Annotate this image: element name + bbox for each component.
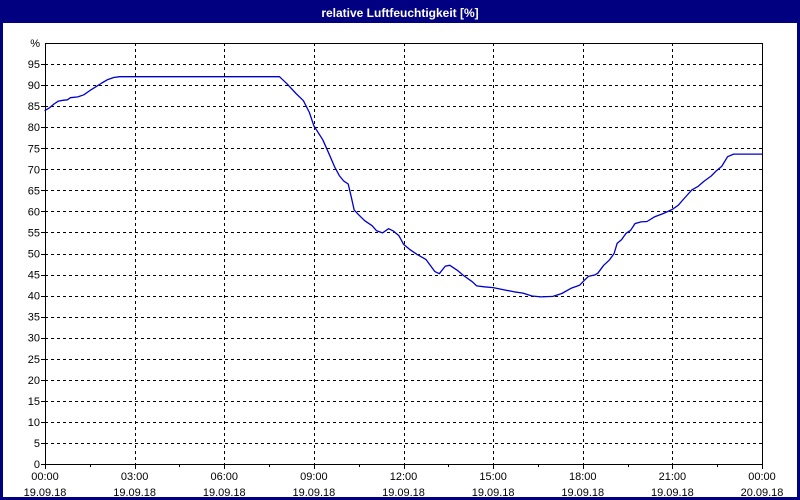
svg-text:19.09.18: 19.09.18 bbox=[651, 487, 694, 499]
svg-text:55: 55 bbox=[28, 227, 40, 239]
svg-text:19.09.18: 19.09.18 bbox=[24, 487, 67, 499]
svg-text:75: 75 bbox=[28, 143, 40, 155]
humidity-series-line bbox=[44, 76, 763, 298]
svg-text:00:00: 00:00 bbox=[748, 471, 776, 483]
svg-text:%: % bbox=[30, 38, 40, 50]
svg-text:18:00: 18:00 bbox=[569, 471, 597, 483]
svg-text:45: 45 bbox=[28, 270, 40, 282]
svg-text:15:00: 15:00 bbox=[479, 471, 507, 483]
svg-text:19.09.18: 19.09.18 bbox=[113, 487, 156, 499]
svg-text:20: 20 bbox=[28, 375, 40, 387]
svg-text:09:00: 09:00 bbox=[300, 471, 328, 483]
humidity-line-chart: 0 5 10 15 20 25 30 35 40 45 50 55 60 65 70 75 80 85 90 95% 0… bbox=[24, 38, 784, 499]
svg-text:19.09.18: 19.09.18 bbox=[203, 487, 246, 499]
svg-text:35: 35 bbox=[28, 312, 40, 324]
svg-text:95: 95 bbox=[28, 59, 40, 71]
svg-text:50: 50 bbox=[28, 249, 40, 261]
svg-text:85: 85 bbox=[28, 101, 40, 113]
svg-text:00:00: 00:00 bbox=[31, 471, 59, 483]
svg-text:30: 30 bbox=[28, 333, 40, 345]
svg-text:19.09.18: 19.09.18 bbox=[561, 487, 604, 499]
svg-text:21:00: 21:00 bbox=[659, 471, 687, 483]
svg-text:80: 80 bbox=[28, 122, 40, 134]
svg-text:12:00: 12:00 bbox=[390, 471, 418, 483]
svg-text:19.09.18: 19.09.18 bbox=[472, 487, 515, 499]
svg-text:60: 60 bbox=[28, 206, 40, 218]
svg-text:90: 90 bbox=[28, 80, 40, 92]
svg-text:19.09.18: 19.09.18 bbox=[382, 487, 425, 499]
svg-text:06:00: 06:00 bbox=[210, 471, 238, 483]
chart-title-bar: relative Luftfeuchtigkeit [%] bbox=[3, 3, 797, 23]
svg-text:15: 15 bbox=[28, 396, 40, 408]
svg-text:20.09.18: 20.09.18 bbox=[741, 487, 784, 499]
chart-title: relative Luftfeuchtigkeit [%] bbox=[321, 6, 479, 20]
svg-text:65: 65 bbox=[28, 185, 40, 197]
svg-text:40: 40 bbox=[28, 291, 40, 303]
svg-text:19.09.18: 19.09.18 bbox=[292, 487, 335, 499]
svg-text:03:00: 03:00 bbox=[121, 471, 149, 483]
svg-text:10: 10 bbox=[28, 417, 40, 429]
svg-text:25: 25 bbox=[28, 354, 40, 366]
svg-text:70: 70 bbox=[28, 164, 40, 176]
svg-text:0: 0 bbox=[34, 459, 40, 471]
svg-text:5: 5 bbox=[34, 438, 40, 450]
